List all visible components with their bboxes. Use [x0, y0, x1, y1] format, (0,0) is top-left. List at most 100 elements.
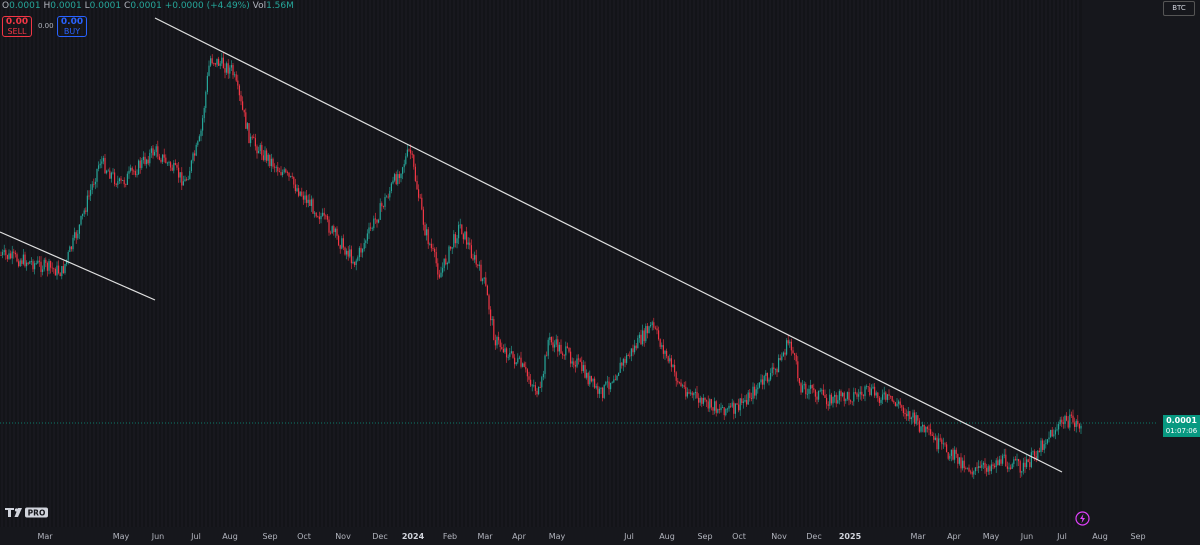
candle-body — [14, 252, 16, 255]
candle-body — [1046, 439, 1048, 444]
candle-body — [266, 150, 268, 161]
symbol-badge[interactable]: BTC — [1163, 1, 1195, 16]
candle-body — [173, 163, 175, 171]
candle-body — [93, 184, 95, 185]
candle-body — [109, 170, 111, 179]
candle-body — [54, 269, 56, 276]
candle-body — [219, 63, 221, 66]
candle-body — [742, 401, 744, 403]
candle-body — [482, 278, 484, 282]
candle-body — [605, 381, 607, 385]
candle-body — [661, 345, 663, 347]
candle-body — [731, 402, 733, 407]
candle-body — [814, 390, 816, 397]
candle-body — [990, 464, 992, 472]
candle-body — [422, 209, 424, 225]
candle-body — [1019, 461, 1021, 473]
candle-body — [1013, 459, 1015, 465]
candle-body — [144, 156, 146, 165]
candle-body — [157, 146, 159, 157]
candle-body — [230, 65, 232, 68]
candle-body — [595, 386, 597, 388]
candle-body — [603, 384, 605, 398]
time-axis-label: Aug — [1092, 532, 1108, 541]
candle-body — [448, 246, 450, 263]
trendline-lower — [0, 231, 156, 301]
candle-body — [40, 261, 42, 272]
price-axis[interactable] — [1158, 0, 1200, 527]
time-axis[interactable] — [0, 527, 1200, 545]
candle-body — [155, 146, 157, 152]
candle-body — [904, 413, 906, 415]
time-axis-label: Nov — [335, 532, 351, 541]
candle-body — [901, 405, 903, 408]
candle-body — [515, 362, 517, 365]
candle-body — [1000, 459, 1002, 464]
candle-body — [333, 226, 335, 233]
time-axis-label: Jun — [151, 532, 165, 541]
candle-body — [403, 164, 405, 168]
candle-body — [677, 380, 679, 383]
candle-body — [848, 392, 850, 401]
candle-body — [248, 123, 250, 144]
candle-body — [344, 247, 346, 255]
candle-body — [78, 224, 80, 234]
flash-icon[interactable] — [1075, 511, 1090, 526]
tradingview-logo[interactable]: PRO — [5, 507, 49, 518]
candle-body — [610, 382, 612, 390]
candle-body — [243, 109, 245, 113]
candle-body — [966, 467, 968, 469]
candle-body — [936, 437, 938, 450]
candle-body — [195, 144, 197, 156]
candle-body — [418, 189, 420, 198]
candle-body — [29, 261, 31, 264]
candle-body — [739, 398, 741, 411]
candle-body — [566, 346, 568, 348]
candle-body — [330, 232, 332, 234]
candle-body — [803, 383, 805, 386]
candle-body — [1003, 454, 1005, 456]
candle-body — [467, 242, 469, 245]
candle-body — [320, 215, 322, 220]
price-chart[interactable] — [0, 0, 1158, 527]
candle-body — [94, 181, 96, 185]
candle-body — [978, 466, 980, 468]
candle-body — [176, 164, 178, 168]
candle-body — [1058, 424, 1060, 430]
candle-body — [1062, 422, 1064, 424]
candle-body — [1030, 452, 1032, 468]
candle-body — [272, 158, 274, 167]
candle-body — [773, 367, 775, 370]
candle-body — [38, 260, 40, 262]
candle-body — [53, 268, 55, 270]
candle-body — [1074, 422, 1076, 427]
candle-body — [216, 58, 218, 65]
candle-body — [1042, 440, 1044, 450]
candle-body — [547, 339, 549, 356]
candle-body — [240, 95, 242, 102]
candle-body — [274, 166, 276, 168]
candle-body — [245, 112, 247, 129]
buy-button[interactable]: 0.00 BUY — [57, 16, 87, 37]
candle-body — [59, 273, 61, 277]
candle-body — [304, 195, 306, 200]
candle-body — [363, 243, 365, 249]
candle-body — [227, 63, 229, 74]
candle-body — [1021, 471, 1023, 473]
candle-body — [838, 391, 840, 401]
candle-body — [1022, 462, 1024, 472]
sell-button[interactable]: 0.00 SELL — [2, 16, 32, 37]
time-axis-label: Mar — [37, 532, 53, 541]
candle-body — [882, 394, 884, 400]
candle-body — [43, 259, 45, 270]
candle-body — [486, 285, 488, 296]
candle-body — [907, 411, 909, 417]
candle-body — [938, 438, 940, 450]
candle-body — [147, 159, 149, 164]
candle-body — [944, 443, 946, 445]
time-axis-label: Mar — [910, 532, 926, 541]
candle-body — [768, 379, 770, 382]
candle-body — [590, 375, 592, 382]
candle-body — [830, 394, 832, 404]
candle-body — [390, 183, 392, 192]
